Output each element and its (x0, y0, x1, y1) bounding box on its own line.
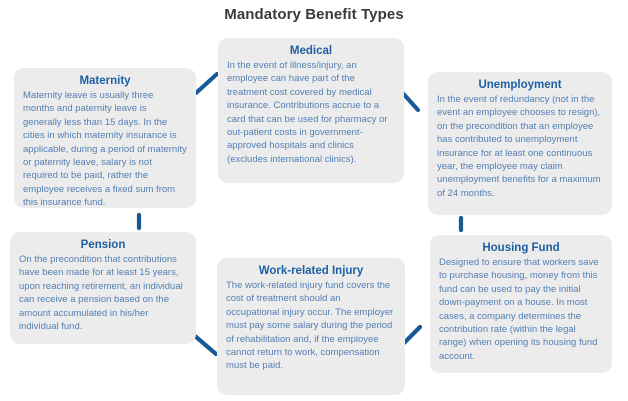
connector-maternity-medical (193, 71, 220, 96)
benefit-box-unemployment: Unemployment In the event of redundancy … (428, 72, 612, 215)
benefit-body-unemployment: In the event of redundancy (not in the e… (437, 94, 601, 199)
benefit-heading-work-related-injury: Work-related Injury (258, 265, 364, 277)
benefit-body-medical: In the event of illness/injury, an emplo… (227, 60, 388, 165)
benefit-body-maternity: Maternity leave is usually three months … (23, 90, 187, 209)
benefit-body-pension: On the precondition that contributions h… (19, 254, 183, 333)
benefit-body-housing-fund: Designed to ensure that workers save to … (439, 257, 599, 362)
benefit-box-pension: Pension On the precondition that contrib… (10, 232, 196, 344)
benefit-box-medical: Medical In the event of illness/injury, … (218, 38, 404, 183)
benefit-box-work-related-injury: Work-related Injury The work-related inj… (217, 258, 405, 395)
benefit-heading-housing-fund: Housing Fund (482, 242, 560, 254)
benefit-heading-maternity: Maternity (79, 75, 131, 87)
diagram-title: Mandatory Benefit Types (224, 6, 404, 23)
benefit-box-housing-fund: Housing Fund Designed to ensure that wor… (430, 235, 612, 373)
benefit-heading-medical: Medical (289, 45, 333, 57)
benefit-body-work-related-injury: The work-related injury fund covers the … (226, 280, 394, 372)
benefit-heading-pension: Pension (80, 239, 126, 251)
benefit-box-maternity: Maternity Maternity leave is usually thr… (14, 68, 196, 208)
benefit-heading-unemployment: Unemployment (478, 79, 562, 91)
connector-pension-work-injury (192, 333, 219, 357)
